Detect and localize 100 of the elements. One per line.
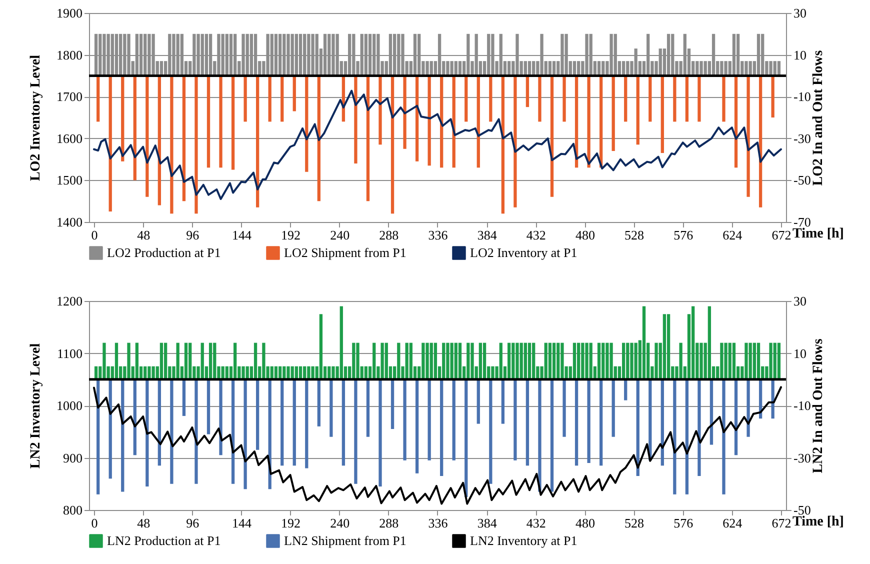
bar: [415, 379, 419, 474]
bar: [127, 342, 130, 380]
x-tick-label: 480: [575, 516, 595, 530]
x-tick-label: 672: [772, 228, 792, 242]
bar: [769, 342, 772, 380]
x-tick-label: 0: [91, 516, 98, 530]
bar: [732, 342, 736, 380]
x-tick-label: 576: [674, 228, 694, 242]
y-tick-label: 1900: [56, 6, 82, 20]
bar: [685, 76, 689, 122]
bar: [722, 379, 726, 494]
x-tick-label: 336: [428, 228, 448, 242]
bar: [446, 61, 450, 76]
bar: [428, 76, 431, 166]
bar: [378, 379, 382, 486]
bar: [102, 342, 106, 380]
x-tick-label: 240: [330, 516, 350, 530]
bar: [499, 342, 502, 380]
x-tick-label: 0: [91, 228, 98, 242]
bar: [728, 342, 732, 380]
bar: [397, 342, 400, 380]
x-tick-label: 192: [281, 228, 301, 242]
bar: [501, 76, 505, 214]
bar: [673, 76, 676, 122]
bar: [188, 342, 192, 380]
bar: [146, 76, 149, 197]
bar: [612, 379, 615, 437]
bar: [133, 76, 136, 180]
bar: [544, 342, 548, 380]
bar: [428, 379, 431, 460]
x-tick-label: 384: [477, 516, 498, 530]
bar: [390, 76, 394, 214]
y2-tick-label: -30: [794, 450, 811, 466]
bar: [524, 342, 527, 380]
bar: [354, 76, 358, 164]
bar: [319, 314, 323, 380]
bar: [771, 76, 774, 118]
bar: [182, 379, 186, 416]
bar: [514, 379, 517, 460]
bar: [673, 379, 676, 494]
line-series: [93, 386, 782, 505]
bar: [405, 342, 408, 380]
x-tick-label: 576: [674, 516, 694, 530]
bar: [415, 76, 419, 162]
bar: [769, 61, 772, 76]
bar: [599, 379, 603, 466]
legend-label: LO2 Shipment from P1: [284, 245, 406, 260]
bar: [516, 342, 519, 380]
bar: [317, 379, 320, 426]
x-tick-label: 48: [137, 228, 150, 242]
bar: [654, 342, 658, 380]
bar: [777, 342, 781, 380]
x-tick-label: 144: [232, 516, 252, 530]
bar: [234, 342, 237, 380]
bar: [624, 379, 628, 400]
bar: [292, 76, 296, 112]
bar: [356, 342, 360, 380]
bar: [305, 76, 308, 172]
bar: [464, 76, 468, 122]
y-tick-label: 1800: [56, 47, 82, 62]
bar: [612, 76, 615, 151]
bar: [280, 76, 284, 122]
bar: [454, 342, 458, 380]
bar: [512, 342, 515, 380]
x-tick-label: 624: [722, 516, 743, 530]
bar: [698, 76, 701, 122]
bar: [254, 342, 258, 380]
bar: [96, 76, 100, 122]
bar: [378, 76, 382, 145]
bar: [390, 379, 394, 430]
bar: [476, 379, 480, 424]
bar: [244, 379, 247, 490]
bar: [700, 61, 703, 76]
bar: [756, 342, 760, 380]
y2-tick-label: 10: [794, 346, 806, 361]
bar: [452, 379, 456, 460]
y2-tick-label: 30: [794, 294, 806, 308]
bar: [256, 76, 260, 208]
bar: [464, 379, 468, 497]
bar: [528, 342, 532, 380]
bar: [213, 342, 216, 380]
bar: [206, 76, 210, 168]
bar: [354, 379, 358, 484]
x-tick-label: 48: [137, 516, 150, 530]
bar: [489, 379, 492, 484]
x-tick-label: 624: [722, 228, 743, 242]
bar: [548, 342, 552, 380]
y2-tick-label: 30: [794, 6, 806, 20]
y2-tick-label: -30: [794, 130, 811, 146]
bar: [158, 379, 162, 466]
bar: [634, 342, 638, 380]
bar: [581, 342, 584, 380]
bar: [744, 342, 748, 380]
y-tick-label: 1200: [56, 294, 82, 308]
bar: [724, 61, 728, 76]
bar: [550, 379, 554, 492]
bar: [208, 342, 212, 380]
bar: [720, 61, 724, 76]
bar: [422, 342, 425, 380]
bar: [476, 76, 480, 168]
